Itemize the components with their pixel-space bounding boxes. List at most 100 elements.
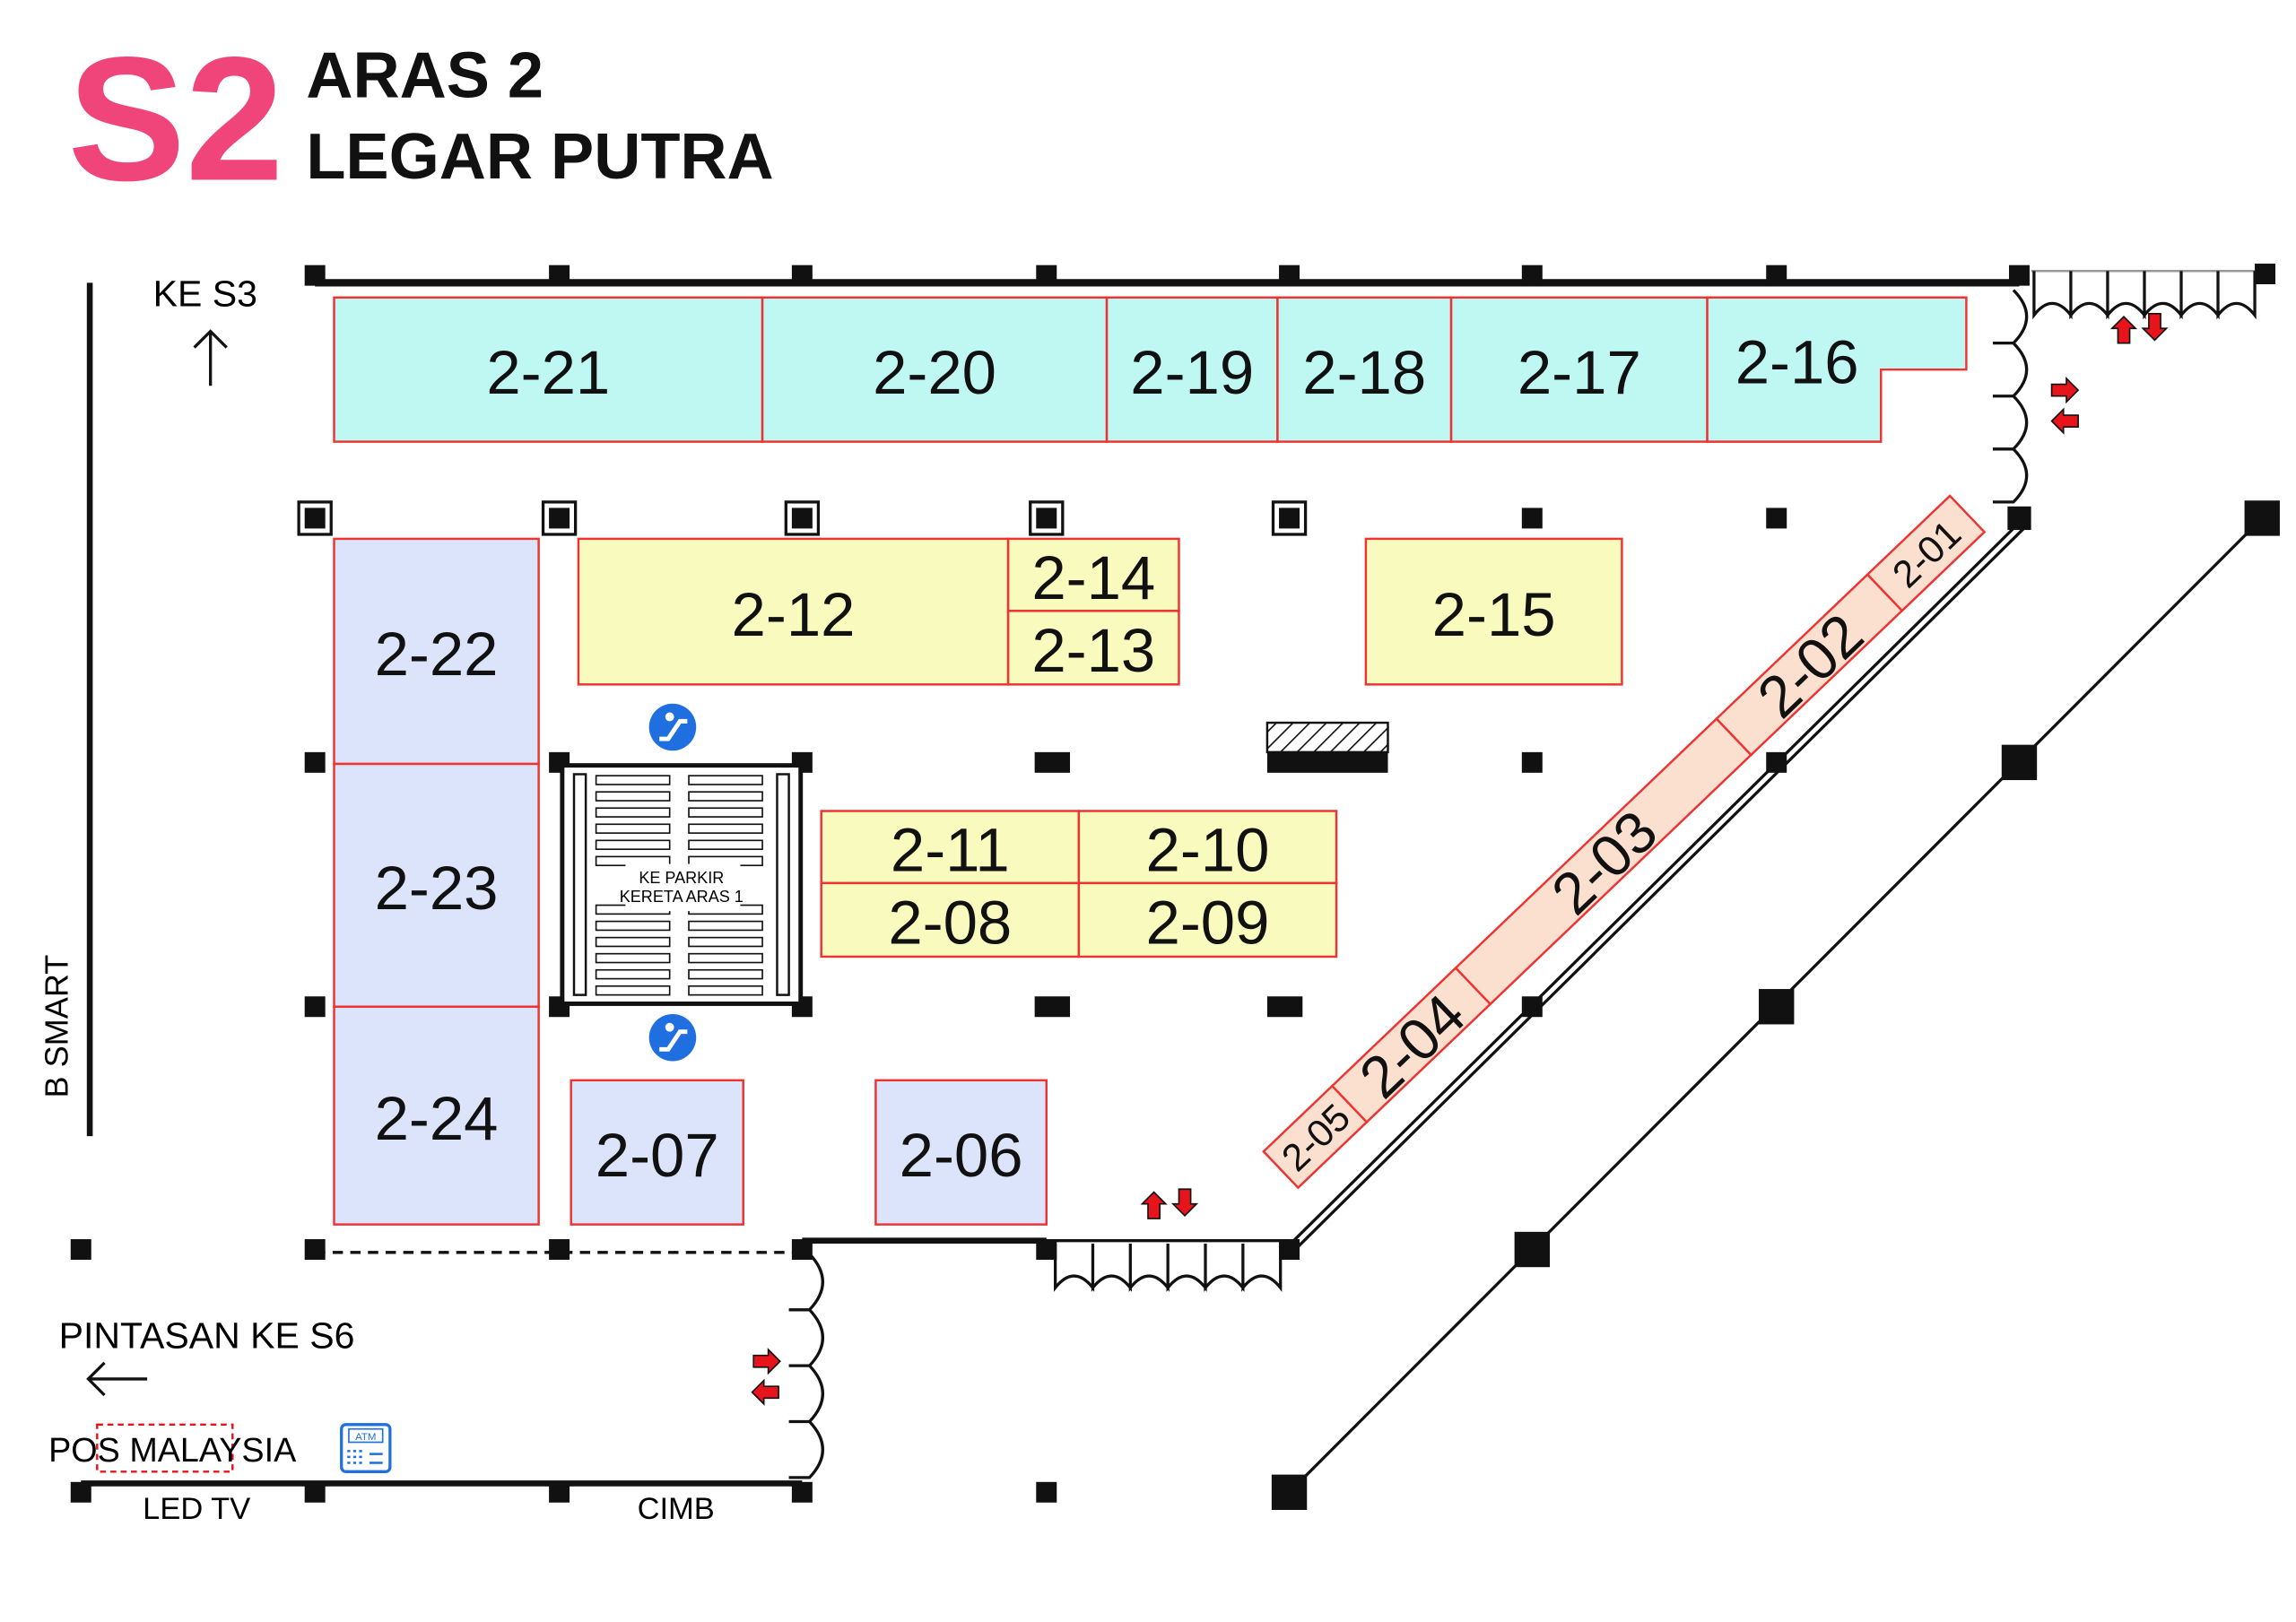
column	[2001, 744, 2038, 781]
column	[1766, 507, 1787, 529]
booth-2-21[interactable]: 2-21	[333, 296, 764, 443]
booth-2-24[interactable]: 2-24	[333, 1005, 540, 1226]
booth-shape[interactable]	[333, 762, 540, 1008]
booth-shape[interactable]	[1006, 610, 1180, 686]
column	[304, 265, 326, 286]
booth-2-12[interactable]: 2-12	[577, 537, 1010, 686]
booth-shape[interactable]	[570, 1079, 744, 1226]
booth-2-14[interactable]: 2-14	[1006, 537, 1180, 612]
booth-shape[interactable]	[1449, 296, 1709, 443]
column	[1034, 751, 1071, 773]
booth-shape[interactable]	[1077, 881, 1338, 958]
escalator-step	[595, 920, 671, 932]
column	[2009, 265, 2030, 286]
column	[791, 507, 813, 529]
column	[791, 265, 813, 286]
pos-malaysia-label: POS MALAYSIA	[48, 1431, 297, 1469]
column	[549, 1239, 570, 1261]
booth-2-15[interactable]: 2-15	[1364, 537, 1623, 686]
booth-shape[interactable]	[333, 296, 764, 443]
booth-label: 2-24	[375, 1084, 499, 1153]
column	[70, 1239, 91, 1261]
booth-shape[interactable]	[820, 881, 1081, 958]
escalator-step	[688, 936, 763, 948]
booth-shape[interactable]	[333, 537, 540, 766]
booth-shape[interactable]	[1364, 537, 1623, 686]
column	[70, 1481, 91, 1503]
booth-label: 2-16	[1735, 327, 1859, 396]
booth-shape[interactable]	[761, 296, 1109, 443]
column	[549, 1481, 570, 1503]
booth-shape[interactable]	[1105, 296, 1279, 443]
booth-label: 2-20	[873, 338, 996, 407]
pos-malaysia-outline	[96, 1423, 234, 1473]
column	[1279, 1239, 1300, 1261]
column	[304, 1239, 326, 1261]
booth-2-09[interactable]: 2-09	[1077, 881, 1338, 958]
column	[1766, 265, 1787, 286]
booth-2-10[interactable]: 2-10	[1077, 810, 1338, 885]
booth-shape[interactable]	[1276, 296, 1453, 443]
booth-2-16[interactable]: 2-16	[1706, 296, 1968, 443]
booth-2-07[interactable]: 2-07	[570, 1079, 744, 1226]
booth-label: 2-06	[900, 1121, 1023, 1190]
arrow-left-icon	[2050, 407, 2079, 435]
arrow-up-icon	[193, 329, 228, 386]
booth-2-11[interactable]: 2-11	[820, 810, 1081, 885]
column	[1036, 265, 1057, 286]
booth-2-19[interactable]: 2-19	[1105, 296, 1279, 443]
booth-2-08[interactable]: 2-08	[820, 881, 1081, 958]
escalator-step	[688, 968, 763, 980]
column	[1521, 751, 1543, 773]
area-title: LEGAR PUTRA	[306, 121, 773, 193]
escalator-step	[595, 952, 671, 964]
booth-2-22[interactable]: 2-22	[333, 537, 540, 766]
booth-2-03[interactable]: 2-03	[1451, 715, 1757, 1011]
escalator-icon	[648, 703, 697, 751]
booth-2-18[interactable]: 2-18	[1276, 296, 1453, 443]
booth-2-17[interactable]: 2-17	[1449, 296, 1709, 443]
booth-2-20[interactable]: 2-20	[761, 296, 1109, 443]
arrow-down-icon	[2141, 313, 2169, 342]
escalator-step	[595, 775, 671, 785]
booth-shape[interactable]	[1706, 296, 1968, 443]
door[interactable]	[788, 1253, 824, 1479]
booth-2-13[interactable]: 2-13	[1006, 610, 1180, 686]
booth-label: 2-07	[596, 1121, 719, 1190]
escalator-step	[688, 791, 763, 802]
escalator-step	[595, 839, 671, 850]
door[interactable]	[1053, 1243, 1283, 1292]
door[interactable]	[1992, 289, 2029, 504]
column	[1279, 265, 1300, 286]
booth-label: 2-18	[1302, 338, 1426, 407]
cimb-label: CIMB	[638, 1492, 715, 1526]
booth-label: 2-09	[1146, 889, 1270, 958]
column	[1036, 1481, 1057, 1503]
b-smart-label: B SMART	[38, 955, 74, 1098]
booth-shape[interactable]	[577, 537, 1010, 686]
booth-shape[interactable]	[874, 1079, 1048, 1226]
booth-label: 2-12	[732, 580, 856, 649]
escalator-step	[595, 968, 671, 980]
booth-shape[interactable]	[333, 1005, 540, 1226]
door[interactable]	[2032, 271, 2257, 320]
column	[304, 1481, 326, 1503]
escalator-step	[688, 839, 763, 850]
column	[1279, 507, 1300, 529]
booth-shape[interactable]	[1006, 537, 1180, 612]
column	[549, 265, 570, 286]
zone-code: S2	[67, 20, 283, 217]
booth-2-02[interactable]: 2-02	[1712, 570, 1909, 762]
booth-label: 2-21	[486, 338, 610, 407]
column	[1266, 996, 1303, 1018]
booth-2-06[interactable]: 2-06	[874, 1079, 1048, 1226]
walls	[81, 270, 2264, 1494]
arrow-down-icon	[1170, 1188, 1199, 1217]
booth-shape[interactable]	[1077, 810, 1338, 885]
booth-2-04[interactable]: 2-04	[1328, 963, 1497, 1128]
booth-2-01[interactable]: 2-01	[1866, 494, 1987, 612]
booth-2-23[interactable]: 2-23	[333, 762, 540, 1008]
booth-shape[interactable]	[1866, 494, 1987, 612]
